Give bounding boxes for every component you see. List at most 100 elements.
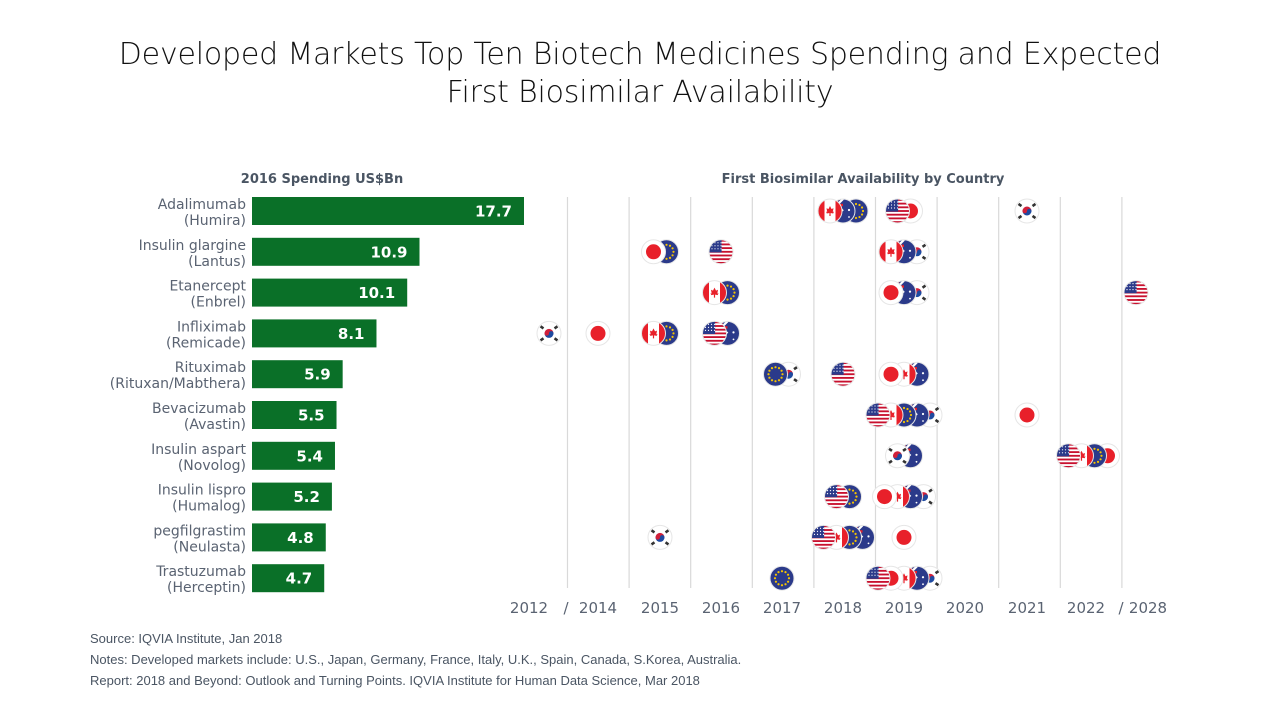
year-tick-label: 2017: [763, 599, 801, 617]
availability-point: [647, 524, 673, 550]
availability-point: [891, 524, 917, 550]
availability-row: [763, 361, 930, 387]
usa-flag-icon: [1123, 280, 1149, 306]
availability-row: [824, 484, 936, 510]
availability-point: [878, 280, 930, 306]
canada-flag-icon: [702, 280, 727, 306]
south-korea-flag-icon: [1014, 198, 1040, 224]
bar-value-label: 8.1: [338, 325, 365, 343]
drug-name-label: Trastuzumab: [155, 564, 246, 580]
drug-name-label: Adalimumab: [158, 197, 246, 213]
japan-flag-icon: [891, 524, 917, 550]
availability-row: [647, 524, 917, 550]
availability-point: [702, 280, 740, 306]
year-tick-label: /: [1118, 599, 1124, 617]
bar: [252, 360, 343, 389]
bar: [252, 319, 377, 348]
usa-flag-icon: [865, 402, 891, 428]
bar: [252, 441, 335, 470]
year-tick-label: 2022: [1067, 599, 1105, 617]
bar-value-label: 4.7: [286, 570, 313, 588]
brand-name-label: (Humira): [184, 213, 246, 229]
bar-series: 17.7 Adalimumab(Humira) 10.9 Insulin glargi…: [110, 197, 524, 596]
availability-row: [817, 198, 1040, 224]
brand-name-label: (Rituxan/Mabthera): [110, 376, 246, 392]
south-korea-flag-icon: [647, 524, 673, 550]
availability-row: [769, 565, 943, 591]
availability-point: [1123, 280, 1149, 306]
availability-point: [641, 239, 679, 265]
brand-name-label: (Humalog): [172, 499, 246, 515]
drug-name-label: Insulin aspart: [151, 442, 246, 458]
brand-name-label: (Remicade): [166, 335, 246, 351]
year-tick-label: 2014: [579, 599, 617, 617]
brand-name-label: (Enbrel): [191, 295, 246, 311]
bar-value-label: 10.9: [370, 243, 407, 261]
drug-name-label: pegfilgrastim: [153, 523, 246, 539]
eu-flag-icon: [763, 361, 788, 387]
availability-row: [702, 280, 1149, 306]
availability-point: [536, 320, 562, 346]
availability-point: [708, 239, 734, 265]
footnotes: Source: IQVIA Institute, Jan 2018 Notes:…: [90, 628, 741, 691]
japan-flag-icon: [878, 361, 904, 387]
availability-point: [830, 361, 856, 387]
availability-row: [885, 443, 1120, 469]
year-tick-label: 2028: [1129, 599, 1167, 617]
year-axis: 2012 / 2014 2015 2016 2017 2018 2019 2020 2021 202…: [510, 599, 1167, 617]
brand-name-label: (Neulasta): [173, 539, 246, 555]
south-korea-flag-icon: [885, 443, 910, 469]
bar: [252, 197, 524, 225]
canada-flag-icon: [817, 198, 843, 224]
availability-chart-title: First Biosimilar Availability by Country: [722, 172, 1005, 187]
year-tick-label: 2015: [641, 599, 679, 617]
availability-point: [1056, 443, 1120, 469]
year-tick-label: 2018: [824, 599, 862, 617]
availability-point: [811, 524, 875, 550]
markets-note: Notes: Developed markets include: U.S., …: [90, 652, 742, 667]
south-korea-flag-icon: [536, 320, 562, 346]
usa-flag-icon: [702, 320, 727, 346]
bar-value-label: 4.8: [287, 529, 314, 547]
availability-point: [824, 484, 862, 510]
availability-point: [702, 320, 740, 346]
brand-name-label: (Herceptin): [167, 580, 246, 596]
year-tick-label: 2012: [510, 599, 548, 617]
bar-value-label: 10.1: [358, 284, 395, 302]
drug-name-label: Insulin lispro: [158, 483, 246, 499]
japan-flag-icon: [878, 280, 904, 306]
title-line-2: First Biosimilar Availability: [446, 75, 834, 110]
gridlines: [566, 197, 1123, 588]
drug-name-label: Insulin glargine: [139, 238, 246, 254]
availability-point: [817, 198, 869, 224]
bar-value-label: 5.9: [304, 366, 331, 384]
usa-flag-icon: [830, 361, 856, 387]
usa-flag-icon: [824, 484, 849, 510]
year-tick-label: /: [563, 599, 569, 617]
availability-row: [536, 320, 740, 346]
availability-row: [641, 239, 930, 265]
availability-point: [885, 198, 923, 224]
year-tick-label: 2019: [885, 599, 923, 617]
bar: [252, 564, 325, 593]
drug-name-label: Rituximab: [175, 360, 246, 376]
year-tick-label: 2016: [702, 599, 740, 617]
brand-name-label: (Lantus): [188, 254, 246, 270]
availability-row: [865, 402, 1040, 428]
availability-point: [585, 320, 611, 346]
availability-point: [872, 484, 936, 510]
usa-flag-icon: [811, 524, 836, 550]
bar: [252, 482, 332, 511]
bar-value-label: 5.4: [296, 447, 323, 465]
usa-flag-icon: [885, 198, 910, 224]
availability-point: [1014, 402, 1040, 428]
canada-flag-icon: [878, 239, 904, 265]
canada-flag-icon: [641, 320, 666, 346]
source-note: Source: IQVIA Institute, Jan 2018: [90, 631, 283, 646]
drug-name-label: Etanercept: [169, 279, 246, 295]
brand-name-label: (Avastin): [184, 417, 246, 433]
bar-value-label: 17.7: [475, 203, 512, 221]
availability-point: [1014, 198, 1040, 224]
japan-flag-icon: [641, 239, 666, 265]
